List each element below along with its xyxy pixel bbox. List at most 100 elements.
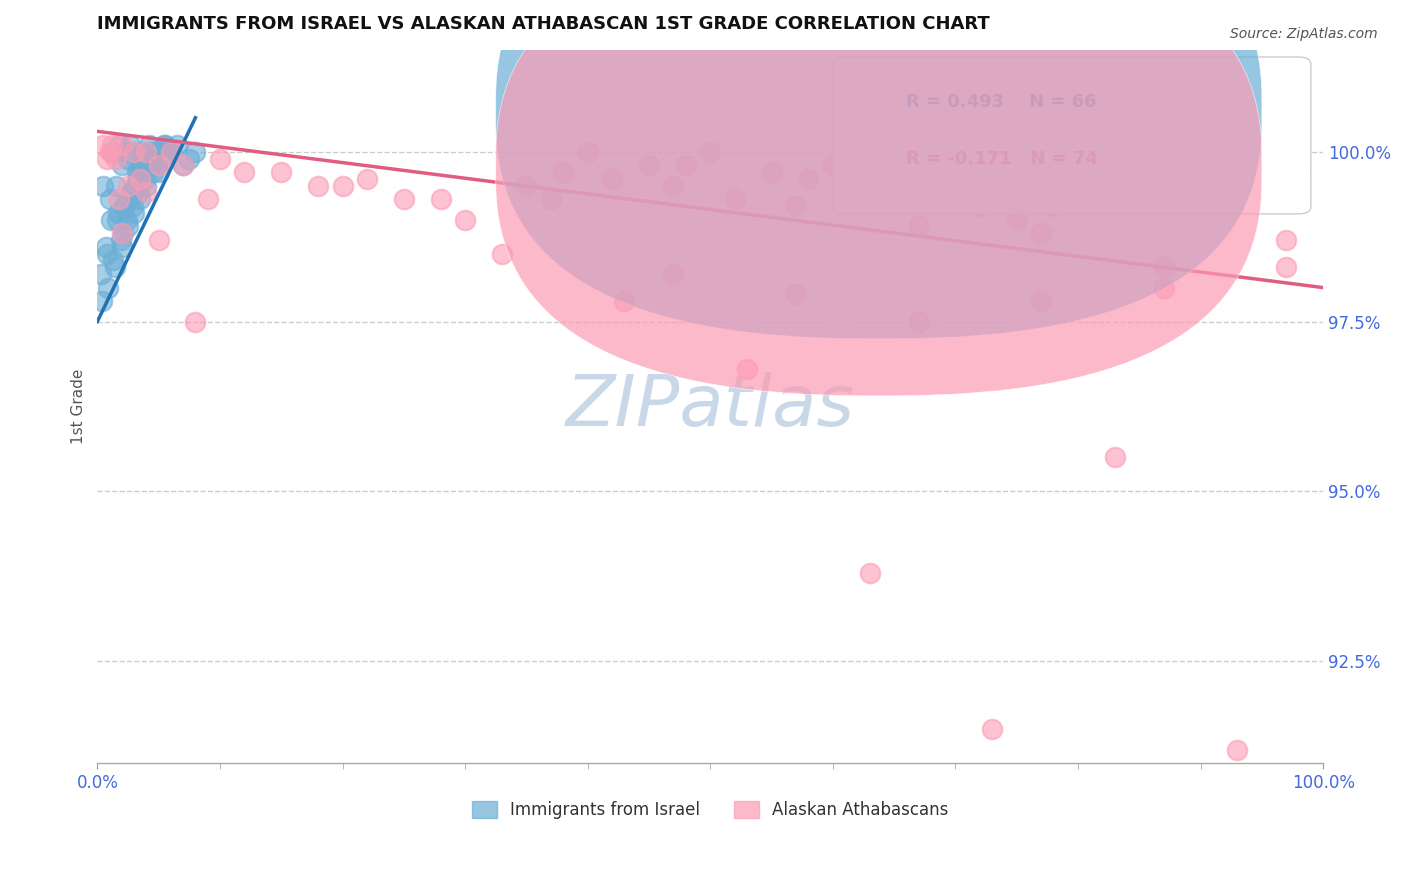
Point bbox=[846, 178, 869, 193]
Point bbox=[104, 152, 127, 166]
Point bbox=[675, 158, 697, 172]
Point bbox=[127, 172, 149, 186]
Point bbox=[1104, 450, 1126, 465]
Point bbox=[122, 145, 145, 159]
Point bbox=[172, 158, 194, 172]
Point bbox=[145, 158, 167, 172]
Point bbox=[969, 199, 991, 213]
Point bbox=[141, 145, 163, 159]
Point bbox=[208, 152, 231, 166]
Point bbox=[125, 165, 148, 179]
Point bbox=[96, 152, 118, 166]
Point bbox=[135, 178, 157, 193]
Point bbox=[111, 158, 134, 172]
Point bbox=[1031, 226, 1053, 240]
Point bbox=[111, 226, 134, 240]
FancyBboxPatch shape bbox=[832, 57, 1310, 214]
Point bbox=[110, 233, 132, 247]
Point bbox=[1164, 178, 1187, 193]
Point bbox=[160, 145, 183, 159]
Point bbox=[101, 137, 124, 152]
Point bbox=[93, 137, 115, 152]
Point bbox=[184, 314, 207, 328]
Point bbox=[129, 172, 152, 186]
Point bbox=[576, 145, 599, 159]
Point bbox=[98, 145, 121, 159]
Point bbox=[122, 199, 145, 213]
Point bbox=[1288, 165, 1310, 179]
Point bbox=[1005, 212, 1028, 227]
Point bbox=[148, 165, 170, 179]
Point bbox=[662, 267, 685, 281]
Point bbox=[332, 178, 354, 193]
Point bbox=[100, 212, 122, 227]
Point bbox=[1213, 165, 1236, 179]
Text: Source: ZipAtlas.com: Source: ZipAtlas.com bbox=[1230, 27, 1378, 41]
Point bbox=[179, 152, 201, 166]
Point bbox=[1153, 280, 1175, 294]
Point bbox=[136, 158, 159, 172]
Point bbox=[128, 186, 150, 200]
Point bbox=[117, 219, 139, 234]
Point bbox=[1031, 294, 1053, 309]
Point bbox=[117, 152, 139, 166]
Point bbox=[97, 280, 120, 294]
Point bbox=[307, 178, 329, 193]
Point bbox=[153, 152, 176, 166]
Point bbox=[103, 253, 125, 268]
Point bbox=[111, 240, 134, 254]
Point bbox=[1275, 233, 1298, 247]
Point bbox=[515, 178, 537, 193]
Point bbox=[94, 240, 117, 254]
Point bbox=[392, 192, 415, 206]
Point bbox=[114, 145, 136, 159]
Point bbox=[184, 145, 207, 159]
Point bbox=[491, 246, 513, 260]
Point bbox=[662, 178, 685, 193]
Point bbox=[553, 165, 575, 179]
Point bbox=[638, 158, 661, 172]
Point bbox=[104, 178, 127, 193]
Point bbox=[148, 158, 170, 172]
Point bbox=[146, 145, 169, 159]
Point bbox=[270, 165, 292, 179]
Point bbox=[883, 178, 905, 193]
Point bbox=[1275, 260, 1298, 275]
Point bbox=[920, 186, 942, 200]
Point bbox=[142, 152, 165, 166]
Point bbox=[135, 186, 157, 200]
Point bbox=[120, 137, 142, 152]
Point bbox=[107, 206, 129, 220]
Text: R = 0.493    N = 66: R = 0.493 N = 66 bbox=[907, 93, 1097, 111]
Point bbox=[91, 294, 114, 309]
Point bbox=[115, 212, 138, 227]
Point bbox=[821, 158, 844, 172]
Text: R = -0.171   N = 74: R = -0.171 N = 74 bbox=[907, 150, 1098, 168]
Point bbox=[139, 145, 162, 159]
Y-axis label: 1st Grade: 1st Grade bbox=[72, 368, 86, 444]
Point bbox=[172, 158, 194, 172]
Point bbox=[613, 294, 636, 309]
Point bbox=[131, 165, 153, 179]
Point bbox=[138, 137, 160, 152]
Point bbox=[945, 186, 967, 200]
Point bbox=[1091, 172, 1114, 186]
Point bbox=[122, 145, 145, 159]
Text: IMMIGRANTS FROM ISRAEL VS ALASKAN ATHABASCAN 1ST GRADE CORRELATION CHART: IMMIGRANTS FROM ISRAEL VS ALASKAN ATHABA… bbox=[97, 15, 990, 33]
Point bbox=[124, 178, 146, 193]
Point bbox=[699, 145, 721, 159]
Point bbox=[93, 178, 115, 193]
Point bbox=[141, 158, 163, 172]
Point bbox=[1042, 199, 1064, 213]
Point bbox=[1067, 192, 1090, 206]
Point bbox=[1128, 172, 1150, 186]
Point bbox=[785, 199, 807, 213]
Point bbox=[761, 165, 783, 179]
Point bbox=[1250, 158, 1272, 172]
Point bbox=[148, 233, 170, 247]
Point bbox=[112, 226, 135, 240]
Point bbox=[129, 158, 152, 172]
Point bbox=[1226, 742, 1249, 756]
Point bbox=[105, 212, 128, 227]
Point bbox=[132, 158, 155, 172]
